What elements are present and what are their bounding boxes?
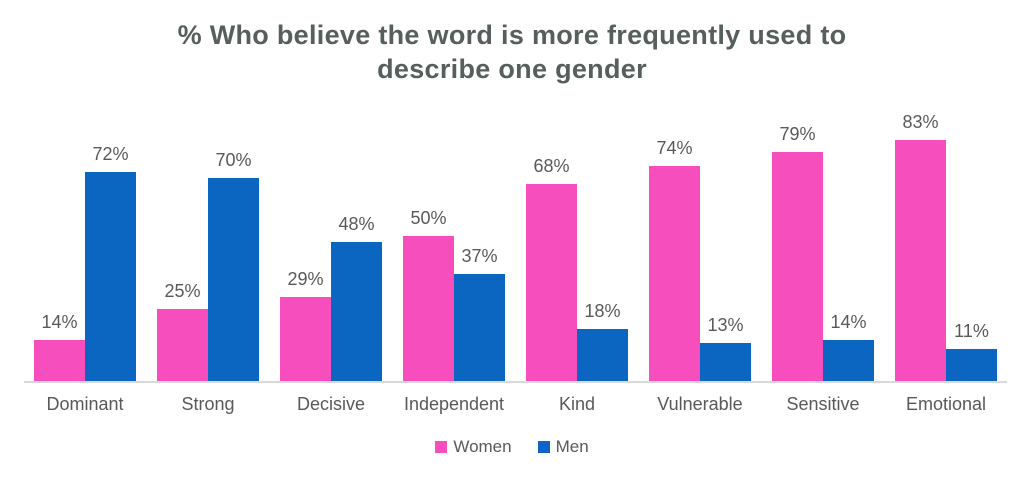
bar-women-strong [157, 308, 208, 381]
legend-swatch-icon [537, 441, 550, 453]
bar-col-men-sensitive: 14% [823, 312, 874, 381]
data-label-women-emotional: 83% [902, 112, 939, 133]
bar-group-vulnerable: 74% 13% [649, 138, 751, 381]
category-axis-labels: Dominant Strong Decisive Independent Kind Vul… [34, 394, 997, 415]
legend: Women Men [0, 437, 1024, 457]
category-label-decisive: Decisive [296, 394, 366, 414]
category-label-dominant: Dominant [46, 394, 124, 414]
bar-women-vulnerable [649, 166, 700, 381]
data-label-men-independent: 37% [461, 245, 498, 266]
bar-col-men-kind: 18% [577, 301, 628, 381]
bar-women-independent [403, 236, 454, 381]
bar-groups: 14% 72% 25% 70% 29% 48% 50% 37% 68% 18% 74% 13% 79% 1… [34, 91, 997, 381]
data-label-women-dominant: 14% [41, 312, 78, 333]
bar-men-strong [208, 178, 259, 381]
bar-men-independent [454, 273, 505, 381]
data-label-men-kind: 18% [584, 300, 621, 321]
legend-label-men: Men [555, 437, 589, 456]
bar-col-women-sensitive: 79% [772, 124, 823, 381]
bar-col-women-dominant: 14% [34, 312, 85, 381]
data-label-women-sensitive: 79% [779, 123, 816, 144]
bar-col-women-kind: 68% [526, 156, 577, 381]
bar-col-men-strong: 70% [208, 150, 259, 381]
bar-col-men-vulnerable: 13% [700, 315, 751, 381]
bar-col-men-emotional: 11% [946, 321, 997, 381]
legend-label-women: Women [453, 437, 512, 456]
bar-col-women-decisive: 29% [280, 269, 331, 381]
bar-group-strong: 25% 70% [157, 150, 259, 381]
category-label-kind: Kind [558, 394, 596, 414]
bar-women-sensitive [772, 151, 823, 381]
data-label-women-independent: 50% [410, 208, 447, 228]
category-label-emotional: Emotional [905, 394, 987, 414]
bar-men-kind [577, 328, 628, 381]
data-label-men-vulnerable: 13% [707, 315, 744, 336]
bar-women-decisive [280, 296, 331, 381]
data-label-women-kind: 68% [533, 155, 570, 176]
bar-women-kind [526, 183, 577, 381]
legend-swatch-icon [435, 441, 448, 453]
legend-item-women: Women [435, 437, 512, 457]
data-label-women-strong: 25% [164, 280, 201, 301]
category-label-strong: Strong [181, 394, 235, 414]
bar-col-women-vulnerable: 74% [649, 138, 700, 381]
bar-men-emotional [946, 349, 997, 381]
data-label-men-emotional: 11% [954, 321, 989, 342]
category-label-independent: Independent [403, 394, 505, 414]
data-label-men-strong: 70% [215, 150, 252, 170]
data-label-men-sensitive: 14% [830, 312, 867, 333]
bar-women-emotional [895, 140, 946, 381]
data-label-men-decisive: 48% [338, 213, 375, 234]
bar-col-men-independent: 37% [454, 246, 505, 381]
legend-item-men: Men [537, 437, 589, 457]
data-label-women-decisive: 29% [287, 268, 324, 289]
plot-area: 14% 72% 25% 70% 29% 48% 50% 37% 68% 18% 74% 13% 79% 1… [24, 91, 1007, 383]
bar-group-decisive: 29% 48% [280, 214, 382, 381]
bar-men-vulnerable [700, 343, 751, 381]
chart-title-text: % Who believe the word is more frequentl… [177, 20, 847, 84]
bar-men-decisive [331, 241, 382, 381]
bar-women-dominant [34, 340, 85, 381]
data-label-women-vulnerable: 74% [656, 138, 693, 159]
category-label-vulnerable: Vulnerable [657, 394, 743, 414]
bar-col-men-dominant: 72% [85, 144, 136, 381]
data-label-men-dominant: 72% [92, 144, 129, 165]
bar-men-sensitive [823, 340, 874, 381]
bar-group-emotional: 83% 11% [895, 112, 997, 381]
bar-men-dominant [85, 172, 136, 381]
bar-group-kind: 68% 18% [526, 156, 628, 381]
category-label-sensitive: Sensitive [786, 394, 860, 414]
bar-col-men-decisive: 48% [331, 214, 382, 381]
bar-group-dominant: 14% 72% [34, 144, 136, 381]
bar-group-sensitive: 79% 14% [772, 124, 874, 381]
bar-col-women-strong: 25% [157, 280, 208, 381]
chart-title: % Who believe the word is more frequentl… [0, 18, 1024, 86]
bar-group-independent: 50% 37% [403, 208, 505, 381]
x-axis-line [24, 381, 1007, 383]
bar-col-women-independent: 50% [403, 208, 454, 381]
bar-col-women-emotional: 83% [895, 112, 946, 381]
